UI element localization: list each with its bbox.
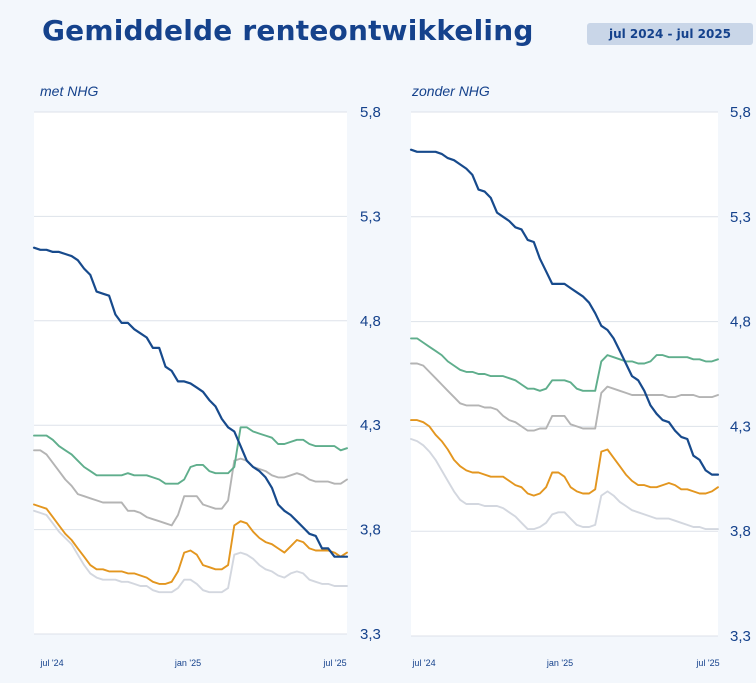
plot-area [34,112,347,634]
x-tick-label: jul '24 [411,658,435,668]
y-tick-label: 5,3 [360,208,381,225]
chart-subtitle: met NHG [40,83,98,99]
series-line-navy [409,148,720,476]
series-line-green [410,337,719,392]
series-line-orange [410,419,719,497]
y-tick-label: 3,3 [360,626,381,643]
chart-subtitle: zonder NHG [411,83,490,99]
y-tick-label: 3,3 [730,628,751,645]
y-tick-label: 4,3 [360,417,381,434]
chart-0: 5,8 5,3 4,8 4,3 3,8 3,3 met NHG jul '24 jan '25 j… [32,83,381,668]
y-tick-label: 5,8 [730,104,751,121]
series-line-green [33,426,348,485]
plot-area [411,112,718,636]
x-tick-label: jul '25 [322,658,346,668]
series-line-gray [33,449,348,527]
y-tick-label: 4,8 [730,314,751,331]
series-line-lightgray [33,509,348,594]
x-tick-label: jan '25 [174,658,201,668]
y-tick-label: 5,8 [360,104,381,121]
page-title: Gemiddelde renteontwikkeling [42,14,534,47]
series-line-navy [32,246,349,558]
x-tick-label: jan '25 [546,658,573,668]
date-range-badge: jul 2024 - jul 2025 [587,23,753,45]
series-line-lightgray [410,438,719,531]
y-tick-label: 3,8 [730,523,751,540]
y-tick-label: 4,3 [730,418,751,435]
y-tick-label: 5,3 [730,209,751,226]
y-tick-label: 3,8 [360,522,381,539]
y-tick-label: 4,8 [360,313,381,330]
chart-1: 5,8 5,3 4,8 4,3 3,8 3,3 zonder NHG jul '24 jan '… [409,83,751,668]
x-tick-label: jul '24 [39,658,63,668]
series-line-orange [33,503,348,585]
x-tick-label: jul '25 [695,658,719,668]
series-line-gray [410,362,719,432]
